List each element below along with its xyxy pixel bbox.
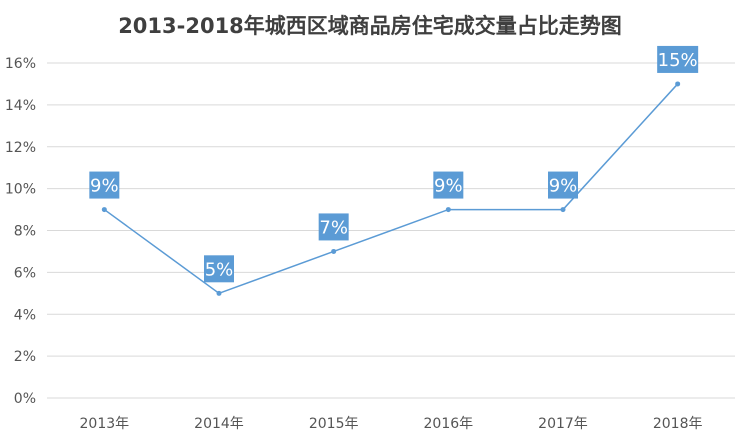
data-label: 15%: [658, 50, 698, 71]
data-label: 9%: [90, 176, 119, 197]
data-point: [216, 290, 222, 296]
data-label: 9%: [434, 176, 463, 197]
y-tick-label: 14%: [5, 98, 36, 114]
y-tick-label: 6%: [14, 265, 36, 281]
data-point: [445, 207, 451, 213]
x-tick-label: 2016年: [424, 416, 474, 432]
y-tick-label: 12%: [5, 140, 36, 156]
data-point: [101, 207, 107, 213]
data-point: [675, 81, 681, 87]
series-line: [103, 83, 679, 295]
x-tick-label: 2018年: [653, 416, 703, 432]
y-tick-label: 8%: [14, 224, 36, 240]
x-tick-label: 2015年: [309, 416, 359, 432]
data-point: [331, 248, 337, 254]
y-tick-label: 4%: [14, 307, 36, 323]
data-point: [560, 207, 566, 213]
x-tick-label: 2017年: [538, 416, 588, 432]
data-label: 9%: [549, 176, 578, 197]
data-label-box: [204, 255, 234, 283]
y-tick-label: 2%: [14, 349, 36, 365]
x-tick-label: 2014年: [194, 416, 244, 432]
y-tick-label: 10%: [5, 182, 36, 198]
x-tick-label: 2013年: [80, 416, 130, 432]
data-label-box: [89, 171, 120, 199]
data-label-box: [433, 171, 464, 199]
data-label-box: [318, 213, 349, 241]
chart-title: 2013-2018年城西区域商品房住宅成交量占比走势图: [118, 14, 622, 38]
data-label-box: [657, 45, 699, 73]
y-tick-label: 0%: [14, 391, 36, 407]
data-label: 7%: [319, 217, 348, 238]
data-label-box: [548, 171, 578, 199]
y-tick-label: 16%: [5, 56, 36, 72]
data-label: 5%: [205, 259, 234, 280]
